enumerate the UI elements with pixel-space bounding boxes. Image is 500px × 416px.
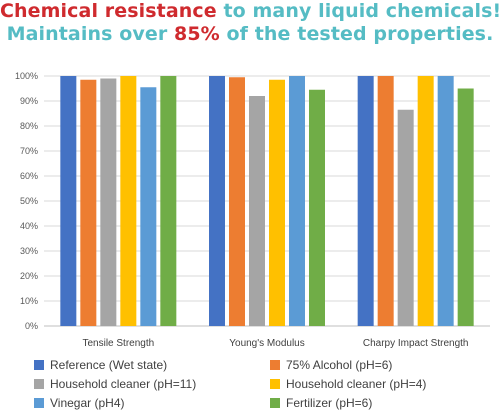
category-label: Young's Modulus — [229, 338, 304, 349]
bar — [289, 76, 305, 326]
headline-line-2: Maintains over 85% of the tested propert… — [0, 23, 500, 45]
legend-item: Household cleaner (pH=11) — [34, 376, 270, 392]
category-label: Tensile Strength — [82, 338, 154, 349]
legend-label: Fertilizer (pH=6) — [286, 396, 373, 410]
y-tick-label: 30% — [20, 246, 38, 256]
bar — [229, 77, 245, 326]
y-tick-label: 60% — [20, 171, 38, 181]
legend-label: Household cleaner (pH=4) — [286, 377, 427, 391]
legend-swatch — [34, 379, 44, 389]
y-tick-label: 0% — [25, 321, 38, 331]
y-tick-label: 70% — [20, 146, 38, 156]
y-tick-label: 100% — [15, 71, 38, 81]
bar — [417, 76, 434, 326]
bar — [377, 76, 394, 326]
bar — [309, 89, 325, 326]
gridlines — [44, 75, 490, 327]
y-tick-label: 40% — [20, 221, 38, 231]
legend-swatch — [270, 360, 280, 370]
legend-label: Vinegar (pH4) — [50, 396, 125, 410]
bar — [357, 76, 374, 326]
legend-item: Fertilizer (pH=6) — [270, 395, 494, 411]
bars — [60, 76, 474, 326]
category-label: Charpy Impact Strength — [363, 338, 469, 349]
headline-line-1: Chemical resistance to many liquid chemi… — [0, 0, 500, 22]
bar — [160, 76, 177, 326]
bar — [437, 76, 454, 326]
headline-text: Maintains over — [6, 23, 175, 45]
bar — [140, 87, 157, 326]
legend-item: Vinegar (pH4) — [34, 395, 270, 411]
headline-emphasis: Chemical resistance — [0, 0, 217, 22]
legend-item: Reference (Wet state) — [34, 357, 270, 373]
y-tick-label: 90% — [20, 96, 38, 106]
headline-percent: 85% — [174, 23, 220, 45]
bar — [249, 96, 265, 326]
legend-label: 75% Alcohol (pH=6) — [286, 358, 393, 372]
legend-item: 75% Alcohol (pH=6) — [270, 357, 494, 373]
headline-text: to many liquid chemicals! — [216, 0, 500, 22]
bar — [80, 79, 97, 326]
bar — [209, 76, 225, 326]
x-axis-categories: Tensile Strength Young's Modulus Charpy Im… — [82, 338, 468, 349]
legend-swatch — [34, 398, 44, 408]
y-tick-label: 80% — [20, 121, 38, 131]
bar — [100, 78, 117, 326]
legend-label: Reference (Wet state) — [50, 358, 168, 372]
legend-swatch — [34, 360, 44, 370]
y-tick-label: 50% — [20, 196, 38, 206]
bar — [269, 79, 285, 326]
y-tick-label: 20% — [20, 271, 38, 281]
bar — [457, 88, 474, 326]
legend-swatch — [270, 398, 280, 408]
headline-text: of the tested properties. — [219, 23, 494, 45]
legend: Reference (Wet state) 75% Alcohol (pH=6) H… — [34, 357, 494, 411]
y-tick-label: 10% — [20, 296, 38, 306]
y-axis-ticks: 0% 10% 20% 30% 40% 50% 60% 70% 80% 90% 100% — [15, 71, 38, 331]
bar — [60, 76, 77, 326]
legend-swatch — [270, 379, 280, 389]
bar — [397, 109, 414, 326]
legend-item: Household cleaner (pH=4) — [270, 376, 494, 392]
legend-label: Household cleaner (pH=11) — [50, 377, 197, 391]
bar — [120, 76, 137, 326]
